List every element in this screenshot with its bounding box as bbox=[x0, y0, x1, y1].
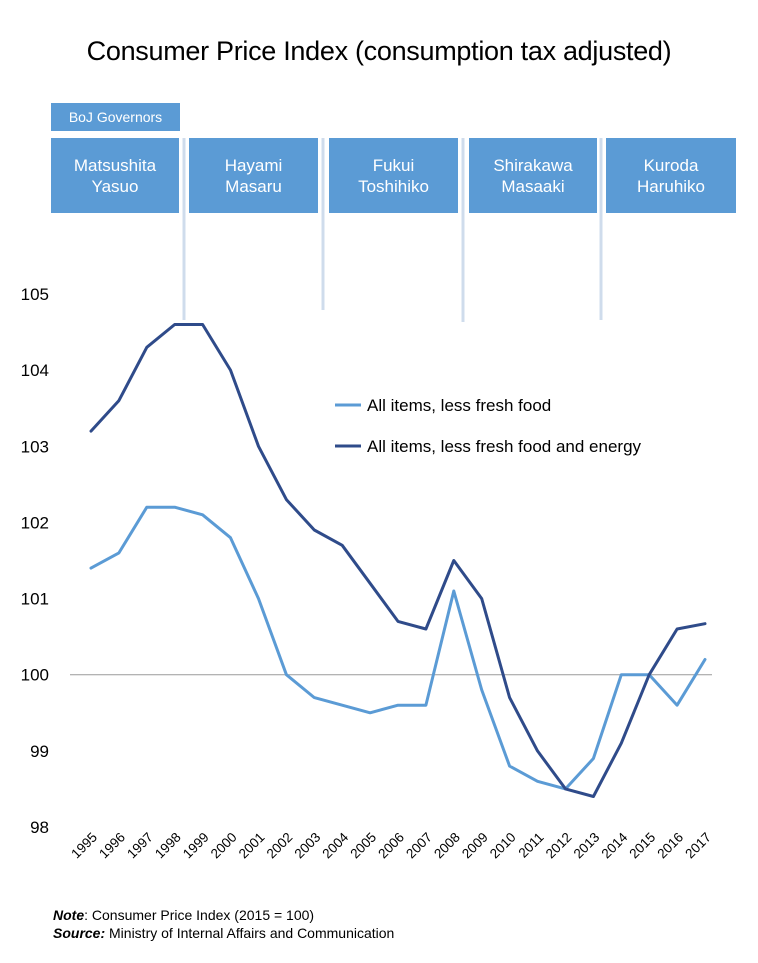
governor-dividers bbox=[182, 138, 603, 322]
x-tick-label: 2000 bbox=[208, 830, 240, 862]
y-tick-label: 101 bbox=[21, 590, 49, 609]
x-tick-label: 1996 bbox=[96, 830, 128, 862]
source-line: Source: Ministry of Internal Affairs and… bbox=[53, 924, 394, 942]
governor-name-line2: Toshihiko bbox=[358, 176, 429, 196]
x-tick-label: 2007 bbox=[403, 830, 435, 862]
governor-name-line2: Masaru bbox=[225, 176, 282, 196]
governor-name-line1: Hayami bbox=[224, 155, 283, 175]
x-tick-label: 2015 bbox=[626, 830, 658, 862]
y-tick-label: 103 bbox=[21, 437, 49, 456]
y-tick-label: 99 bbox=[30, 742, 49, 761]
x-tick-label: 2004 bbox=[319, 829, 351, 861]
y-axis-ticks: 98 99 100 101 102 103 104 105 bbox=[21, 285, 49, 837]
x-axis-ticks: 1995199619971998199920002001200220032004… bbox=[68, 829, 714, 861]
y-tick-label: 98 bbox=[30, 818, 49, 837]
x-tick-label: 2005 bbox=[347, 830, 379, 862]
y-tick-label: 105 bbox=[21, 285, 49, 304]
x-tick-label: 1999 bbox=[180, 830, 212, 862]
governor-box-fukui: Fukui Toshihiko bbox=[329, 138, 458, 213]
source-text: Ministry of Internal Affairs and Communi… bbox=[105, 925, 395, 941]
x-tick-label: 2012 bbox=[543, 830, 575, 862]
legend: All items, less fresh food All items, les… bbox=[335, 396, 642, 456]
x-tick-label: 2001 bbox=[236, 830, 268, 862]
series-line-2 bbox=[89, 323, 707, 798]
x-tick-label: 2003 bbox=[292, 830, 324, 862]
governors-header: BoJ Governors bbox=[51, 103, 180, 131]
x-tick-label: 1998 bbox=[152, 830, 184, 862]
governor-name-line1: Fukui bbox=[372, 155, 415, 175]
x-tick-label: 2017 bbox=[682, 830, 714, 862]
governor-name-line2: Masaaki bbox=[501, 176, 565, 196]
chart-title: Consumer Price Index (consumption tax ad… bbox=[86, 36, 672, 66]
series-line-1 bbox=[89, 505, 707, 791]
x-tick-label: 2013 bbox=[571, 830, 603, 862]
governor-name-line1: Kuroda bbox=[643, 155, 699, 175]
x-tick-label: 2011 bbox=[516, 830, 547, 861]
x-tick-label: 2002 bbox=[264, 830, 296, 862]
note-line: Note: Consumer Price Index (2015 = 100) bbox=[53, 906, 394, 924]
y-tick-label: 102 bbox=[21, 513, 49, 532]
governor-box-kuroda: Kuroda Haruhiko bbox=[606, 138, 736, 213]
source-label: Source: bbox=[53, 925, 106, 941]
x-tick-label: 2008 bbox=[431, 830, 463, 862]
governor-box-hayami: Hayami Masaru bbox=[189, 138, 318, 213]
governor-box-shirakawa: Shirakawa Masaaki bbox=[469, 138, 597, 213]
legend-label-1: All items, less fresh food bbox=[367, 396, 551, 415]
governor-name-line1: Shirakawa bbox=[493, 155, 573, 175]
governor-name-line1: Matsushita bbox=[73, 155, 157, 175]
x-tick-label: 2016 bbox=[654, 830, 686, 862]
x-tick-label: 2014 bbox=[599, 829, 631, 861]
series-group bbox=[89, 323, 707, 798]
y-tick-label: 100 bbox=[21, 666, 49, 685]
note-label: Note bbox=[53, 907, 85, 923]
governor-name-line2: Haruhiko bbox=[636, 176, 706, 196]
legend-label-2: All items, less fresh food and energy bbox=[367, 437, 642, 456]
x-tick-label: 2009 bbox=[459, 830, 491, 862]
governor-name-line2: Yasuo bbox=[91, 176, 139, 196]
y-tick-label: 104 bbox=[21, 361, 49, 380]
x-tick-label: 1997 bbox=[124, 830, 156, 862]
x-tick-label: 1995 bbox=[68, 830, 100, 862]
note-text: : Consumer Price Index (2015 = 100) bbox=[84, 907, 315, 923]
x-tick-label: 2010 bbox=[487, 830, 519, 862]
chart-notes: Note: Consumer Price Index (2015 = 100) … bbox=[53, 906, 394, 942]
x-tick-label: 2006 bbox=[375, 830, 407, 862]
governor-box-matsushita: Matsushita Yasuo bbox=[51, 138, 179, 213]
